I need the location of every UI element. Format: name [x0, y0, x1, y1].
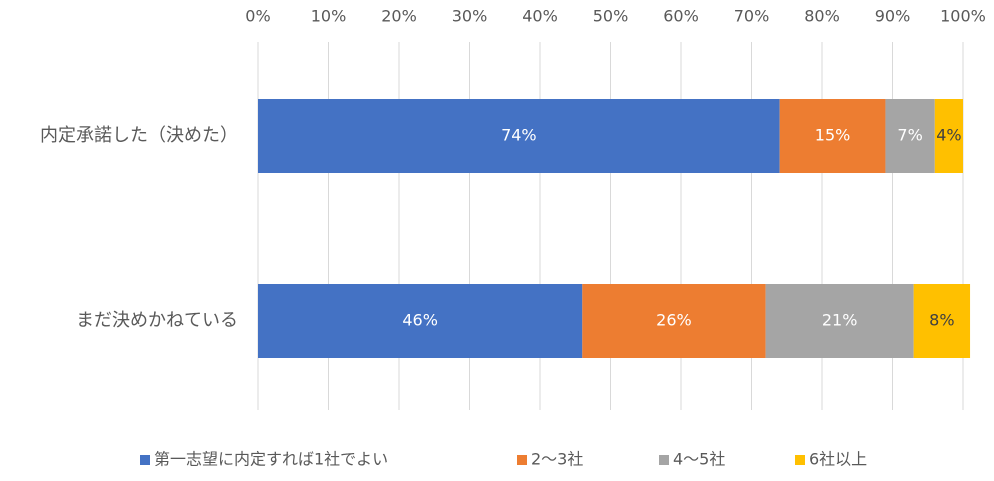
legend-swatch [517, 455, 527, 465]
data-label: 74% [501, 126, 537, 145]
bar-segment [779, 99, 886, 173]
category-label: 内定承諾した（決めた） [40, 125, 238, 146]
data-label: 21% [822, 311, 858, 330]
data-label: 46% [402, 311, 438, 330]
bar-segment [913, 284, 971, 358]
x-tick-label: 30% [452, 7, 488, 26]
x-tick-label: 50% [593, 7, 629, 26]
x-tick-label: 20% [381, 7, 417, 26]
x-tick-label: 100% [940, 7, 986, 26]
data-label: 7% [897, 126, 922, 145]
legend-label: 第一志望に内定すれば1社でよい [154, 450, 388, 469]
category-label: まだ決めかねている [76, 310, 238, 331]
x-tick-label: 0% [245, 7, 270, 26]
x-tick-label: 70% [734, 7, 770, 26]
x-tick-label: 60% [663, 7, 699, 26]
x-tick-label: 10% [311, 7, 347, 26]
bar-segment [258, 99, 780, 173]
bar-segment [258, 284, 583, 358]
data-label: 15% [815, 126, 851, 145]
legend-swatch [795, 455, 805, 465]
bar-segment [765, 284, 914, 358]
x-tick-label: 90% [875, 7, 911, 26]
legend-swatch [659, 455, 669, 465]
data-label: 4% [936, 126, 961, 145]
bar-segment [582, 284, 766, 358]
x-tick-label: 40% [522, 7, 558, 26]
x-tick-label: 80% [804, 7, 840, 26]
data-label: 8% [929, 311, 954, 330]
legend-label: 4〜5社 [673, 450, 725, 469]
legend-label: 6社以上 [809, 450, 867, 469]
legend-label: 2〜3社 [531, 450, 583, 469]
bar-segment [934, 99, 963, 173]
legend-swatch [140, 455, 150, 465]
bar-segment [885, 99, 935, 173]
data-label: 26% [656, 311, 692, 330]
